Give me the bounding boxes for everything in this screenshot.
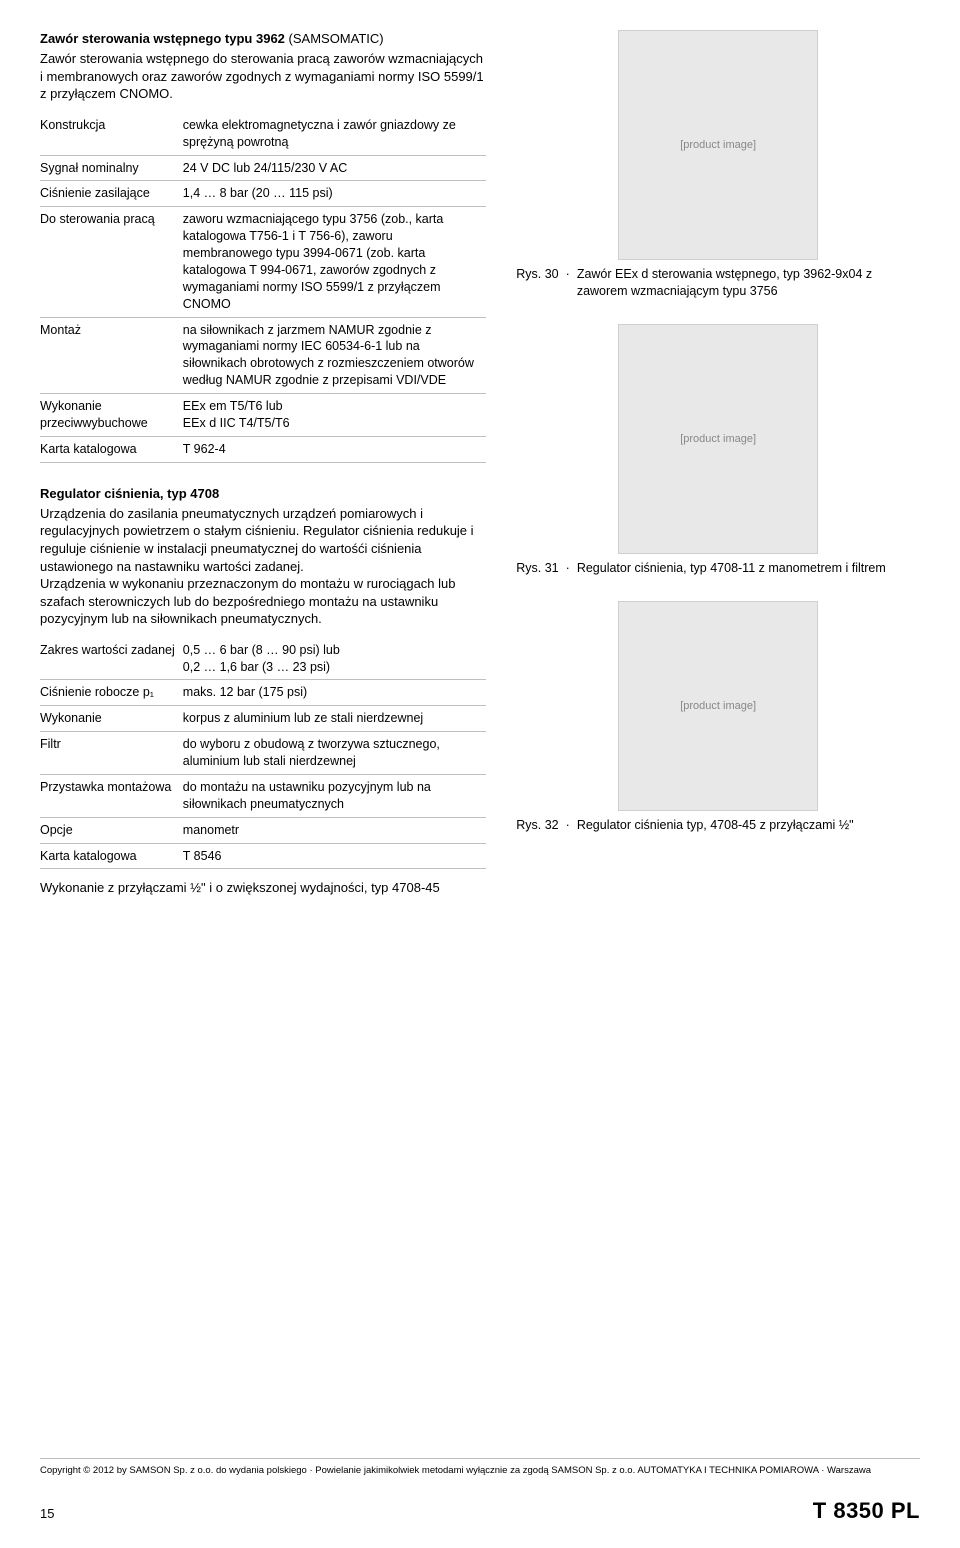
figure-label: Rys. 30 — [516, 266, 558, 300]
spec-label: Montaż — [40, 317, 183, 394]
table-row: Do sterowania pracązaworu wzmacniającego… — [40, 207, 486, 317]
figure-label: Rys. 32 — [516, 817, 558, 834]
table-row: Wykonaniekorpus z aluminium lub ze stali… — [40, 706, 486, 732]
spec-label: Filtr — [40, 732, 183, 775]
product-image-placeholder: [product image] — [618, 30, 818, 260]
spec-value: cewka elektromagnetyczna i zawór gniazdo… — [183, 113, 486, 155]
figure-label: Rys. 31 — [516, 560, 558, 577]
figure-text: Regulator ciśnienia, typ 4708-11 z manom… — [577, 560, 886, 577]
spec-value: 24 V DC lub 24/115/230 V AC — [183, 155, 486, 181]
right-column: [product image] Rys. 30 · Zawór EEx d st… — [516, 30, 920, 919]
spec-label: Wykonanie — [40, 706, 183, 732]
product-image-placeholder: [product image] — [618, 601, 818, 811]
section-regulator-4708: Regulator ciśnienia, typ 4708 Urządzenia… — [40, 485, 486, 897]
figure-text: Zawór EEx d sterowania wstępnego, typ 39… — [577, 266, 920, 300]
table-row: Karta katalogowaT 8546 — [40, 843, 486, 869]
table-row: Ciśnienie zasilające1,4 … 8 bar (20 … 11… — [40, 181, 486, 207]
table-row: Opcjemanometr — [40, 817, 486, 843]
figure-31: [product image] Rys. 31 · Regulator ciśn… — [516, 324, 920, 577]
spec-value: T 8546 — [183, 843, 486, 869]
figure-32-caption: Rys. 32 · Regulator ciśnienia typ, 4708-… — [516, 817, 920, 834]
figure-text: Regulator ciśnienia typ, 4708-45 z przył… — [577, 817, 854, 834]
spec-value: do wyboru z obudową z tworzywa sztuczneg… — [183, 732, 486, 775]
spec-value: manometr — [183, 817, 486, 843]
section1-title-bold: Zawór sterowania wstępnego typu 3962 — [40, 31, 285, 46]
section2-extra-note: Wykonanie z przyłączami ½" i o zwiększon… — [40, 879, 486, 897]
product-image-placeholder: [product image] — [618, 324, 818, 554]
spec-value: 0,5 … 6 bar (8 … 90 psi) lub 0,2 … 1,6 b… — [183, 638, 486, 680]
table-row: Karta katalogowaT 962-4 — [40, 436, 486, 462]
spec-value: 1,4 … 8 bar (20 … 115 psi) — [183, 181, 486, 207]
spec-label: Wykonanie przeciwwybuchowe — [40, 394, 183, 437]
spec-value: EEx em T5/T6 lub EEx d IIC T4/T5/T6 — [183, 394, 486, 437]
separator-dot: · — [563, 817, 573, 834]
document-code: T 8350 PL — [813, 1498, 920, 1524]
left-column: Zawór sterowania wstępnego typu 3962 (SA… — [40, 30, 486, 919]
section-valve-3962: Zawór sterowania wstępnego typu 3962 (SA… — [40, 30, 486, 463]
spec-value: na siłownikach z jarzmem NAMUR zgodnie z… — [183, 317, 486, 394]
figure-30-image: [product image] — [516, 30, 920, 260]
main-columns: Zawór sterowania wstępnego typu 3962 (SA… — [40, 30, 920, 919]
table-row: Konstrukcjacewka elektromagnetyczna i za… — [40, 113, 486, 155]
section1-spec-table: Konstrukcjacewka elektromagnetyczna i za… — [40, 113, 486, 463]
figure-31-image: [product image] — [516, 324, 920, 554]
table-row: Filtrdo wyboru z obudową z tworzywa sztu… — [40, 732, 486, 775]
section2-spec-table: Zakres wartości zadanej0,5 … 6 bar (8 … … — [40, 638, 486, 870]
separator-dot: · — [563, 560, 573, 577]
spec-label: Ciśnienie robocze p₁ — [40, 680, 183, 706]
separator-dot: · — [563, 266, 573, 300]
page-footer: Copyright © 2012 by SAMSON Sp. z o.o. do… — [40, 1458, 920, 1524]
figure-30: [product image] Rys. 30 · Zawór EEx d st… — [516, 30, 920, 300]
spec-label: Przystawka montażowa — [40, 774, 183, 817]
table-row: Zakres wartości zadanej0,5 … 6 bar (8 … … — [40, 638, 486, 680]
spec-value: do montażu na ustawniku pozycyjnym lub n… — [183, 774, 486, 817]
spec-value: T 962-4 — [183, 436, 486, 462]
figure-32-image: [product image] — [516, 601, 920, 811]
spec-label: Zakres wartości zadanej — [40, 638, 183, 680]
section1-intro: Zawór sterowania wstępnego do sterowania… — [40, 50, 486, 103]
spec-value: maks. 12 bar (175 psi) — [183, 680, 486, 706]
page-number: 15 — [40, 1506, 54, 1521]
table-row: Wykonanie przeciwwybuchoweEEx em T5/T6 l… — [40, 394, 486, 437]
footer-row: 15 T 8350 PL — [40, 1498, 920, 1524]
spec-label: Konstrukcja — [40, 113, 183, 155]
spec-label: Karta katalogowa — [40, 843, 183, 869]
table-row: Montażna siłownikach z jarzmem NAMUR zgo… — [40, 317, 486, 394]
table-row: Przystawka montażowado montażu na ustawn… — [40, 774, 486, 817]
section2-title: Regulator ciśnienia, typ 4708 — [40, 485, 486, 503]
copyright-line: Copyright © 2012 by SAMSON Sp. z o.o. do… — [40, 1465, 920, 1476]
section1-heading: Zawór sterowania wstępnego typu 3962 (SA… — [40, 30, 486, 48]
spec-value: korpus z aluminium lub ze stali nierdzew… — [183, 706, 486, 732]
spec-value: zaworu wzmacniającego typu 3756 (zob., k… — [183, 207, 486, 317]
table-row: Sygnał nominalny24 V DC lub 24/115/230 V… — [40, 155, 486, 181]
figure-32: [product image] Rys. 32 · Regulator ciśn… — [516, 601, 920, 834]
spec-label: Opcje — [40, 817, 183, 843]
spec-label: Karta katalogowa — [40, 436, 183, 462]
spec-label: Sygnał nominalny — [40, 155, 183, 181]
section1-title-rest: (SAMSOMATIC) — [285, 31, 384, 46]
figure-30-caption: Rys. 30 · Zawór EEx d sterowania wstępne… — [516, 266, 920, 300]
spec-label: Ciśnienie zasilające — [40, 181, 183, 207]
spec-label: Do sterowania pracą — [40, 207, 183, 317]
figure-31-caption: Rys. 31 · Regulator ciśnienia, typ 4708-… — [516, 560, 920, 577]
section2-intro: Urządzenia do zasilania pneumatycznych u… — [40, 505, 486, 628]
table-row: Ciśnienie robocze p₁maks. 12 bar (175 ps… — [40, 680, 486, 706]
